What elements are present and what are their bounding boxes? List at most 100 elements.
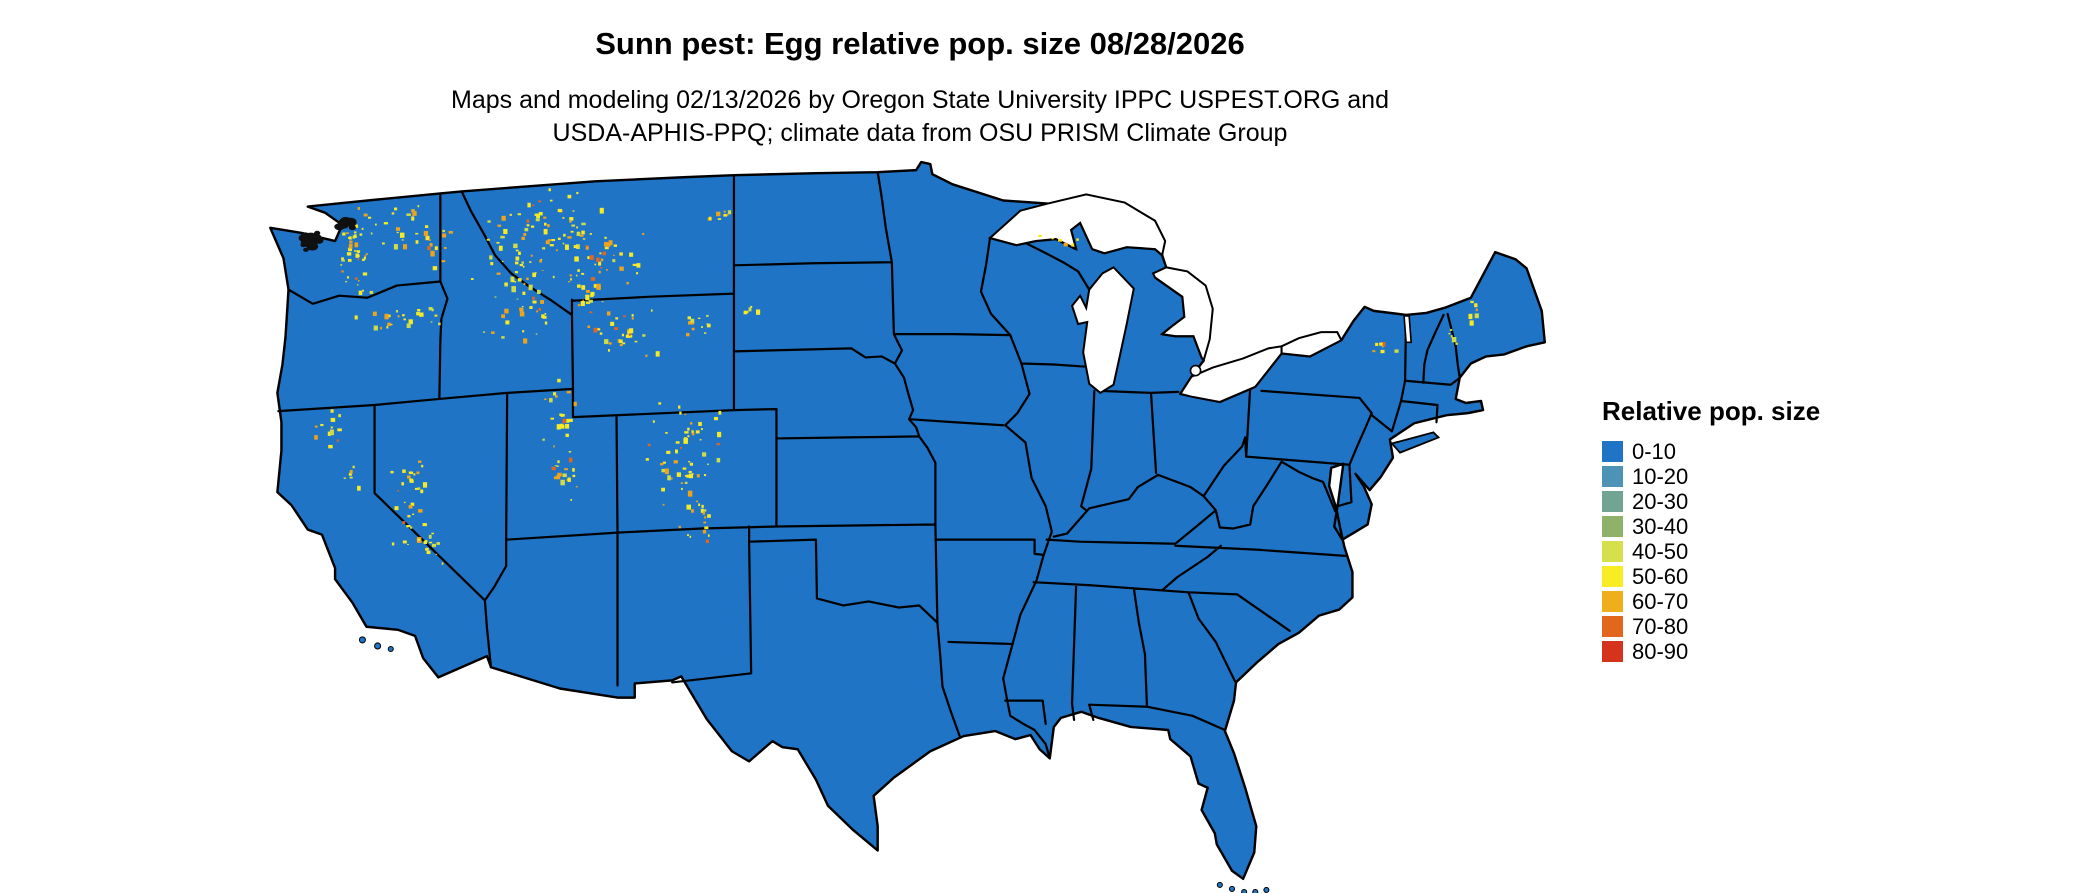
speckle xyxy=(606,268,608,271)
speckle xyxy=(568,450,572,453)
speckle xyxy=(686,474,690,478)
speckle xyxy=(614,327,619,331)
legend-swatch-0-10 xyxy=(1602,441,1623,462)
speckle xyxy=(354,315,358,320)
speckle xyxy=(1380,349,1385,354)
speckle xyxy=(402,521,406,524)
speckle xyxy=(524,227,529,232)
speckle xyxy=(608,240,613,246)
speckle xyxy=(337,428,342,432)
speckle xyxy=(678,525,681,529)
speckle xyxy=(691,327,695,331)
speckle xyxy=(349,469,353,474)
speckle xyxy=(716,443,720,446)
speckle xyxy=(354,242,359,248)
speckle xyxy=(687,435,690,438)
speckle xyxy=(652,420,655,423)
speckle xyxy=(567,236,572,239)
speckle xyxy=(556,474,561,480)
speckle xyxy=(553,445,555,448)
speckle xyxy=(490,261,494,266)
speckle xyxy=(684,474,688,477)
speckle xyxy=(538,211,543,216)
speckle xyxy=(442,229,446,233)
speckle xyxy=(406,213,411,216)
speckle xyxy=(562,473,567,478)
speckle xyxy=(655,351,660,357)
speckle xyxy=(402,314,405,317)
speckle xyxy=(338,414,341,418)
speckle xyxy=(1474,313,1479,319)
speckle xyxy=(577,304,581,307)
speckle xyxy=(357,258,360,261)
speckle xyxy=(535,218,540,222)
speckle xyxy=(702,511,705,515)
speckle xyxy=(511,286,516,293)
legend-item: 10-20 xyxy=(1602,464,1820,489)
speckle xyxy=(523,338,528,344)
speckle xyxy=(569,217,574,221)
speckle xyxy=(343,477,346,479)
speckle xyxy=(589,233,593,235)
speckle xyxy=(572,210,575,212)
speckle xyxy=(551,238,556,242)
state-borders xyxy=(277,171,1461,760)
speckle xyxy=(1468,313,1473,320)
speckle xyxy=(501,314,505,319)
speckle xyxy=(575,486,578,488)
speckle xyxy=(348,247,352,252)
speckle xyxy=(716,211,721,217)
speckle xyxy=(610,321,615,326)
speckle xyxy=(417,487,421,490)
speckle xyxy=(403,244,408,250)
dark-patch xyxy=(338,217,352,227)
speckle xyxy=(703,521,707,524)
speckle xyxy=(545,240,550,245)
speckle xyxy=(352,465,355,469)
speckle xyxy=(513,243,518,249)
speckle xyxy=(538,307,541,311)
speckle xyxy=(680,482,684,484)
speckle xyxy=(415,240,419,244)
speckle xyxy=(576,226,579,229)
speckle xyxy=(572,468,575,472)
subtitle-line-1: Maps and modeling 02/13/2026 by Oregon S… xyxy=(451,86,1389,114)
speckle xyxy=(580,300,585,307)
speckle xyxy=(676,472,681,477)
speckle xyxy=(515,249,519,252)
speckle xyxy=(550,417,555,420)
dark-patch xyxy=(298,234,310,242)
speckle xyxy=(504,284,508,287)
speckle xyxy=(503,228,508,235)
speckle xyxy=(411,209,415,213)
speckle xyxy=(703,509,707,512)
speckle xyxy=(448,230,454,234)
speckle xyxy=(425,547,429,551)
speckle xyxy=(386,326,389,329)
speckle xyxy=(1372,350,1376,353)
dark-patch xyxy=(314,230,321,236)
speckle xyxy=(612,259,616,263)
speckle xyxy=(354,231,357,234)
speckle xyxy=(678,405,681,409)
speckle xyxy=(342,232,346,236)
speckle xyxy=(370,232,373,235)
speckle xyxy=(1076,238,1079,241)
speckle xyxy=(428,534,432,539)
speckle xyxy=(504,282,508,286)
speckle xyxy=(557,237,561,241)
speckle xyxy=(581,222,586,226)
speckle xyxy=(541,247,545,250)
speckle xyxy=(629,334,633,338)
speckle xyxy=(514,271,519,274)
speckle xyxy=(519,307,524,311)
speckle xyxy=(327,431,331,436)
lake-superior xyxy=(987,193,1167,258)
legend-title: Relative pop. size xyxy=(1602,396,1821,426)
speckle xyxy=(423,230,429,236)
legend-item: 70-80 xyxy=(1602,614,1820,639)
speckle xyxy=(605,242,611,247)
legend-swatch-40-50 xyxy=(1602,541,1623,562)
population-speckles xyxy=(298,188,1479,565)
speckle xyxy=(566,391,571,394)
